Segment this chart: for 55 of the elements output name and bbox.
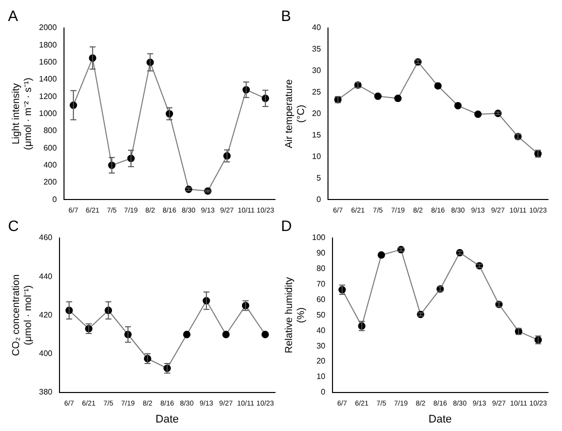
- chart-title: D: [281, 218, 292, 236]
- y-tick-label: 25: [312, 88, 322, 97]
- y-axis-title: Light intensity (μmol · m⁻² · s⁻¹): [10, 78, 34, 150]
- y-tick-label: 30: [316, 341, 326, 350]
- y-tick-label: 10: [316, 372, 326, 382]
- y-axis-title: CO₂ concentration (μmol · mol⁻¹): [10, 274, 34, 356]
- y-tick-label: 5: [316, 173, 322, 182]
- y-tick-label: 1800: [39, 40, 58, 50]
- y-tick-label: 20: [316, 356, 326, 366]
- point: [374, 92, 382, 100]
- y-tick-label: 10: [312, 152, 322, 161]
- y-tick-label: 90: [316, 248, 326, 258]
- y-tick-label: 0: [316, 194, 322, 204]
- y-tick-label: 40: [316, 326, 326, 335]
- y-tick-label: 20: [312, 109, 322, 118]
- y-tick-label: 400: [38, 349, 53, 358]
- x-axis-title: Date: [428, 413, 452, 426]
- y-axis-title: Relative humidity (%): [284, 277, 307, 354]
- y-tick-label: 1200: [39, 92, 58, 101]
- y-tick-label: 70: [316, 280, 326, 289]
- y-tick-label: 460: [38, 233, 53, 242]
- y-tick-label: 600: [43, 143, 58, 152]
- y-tick-label: 400: [43, 160, 58, 170]
- chart-title: C: [8, 218, 19, 236]
- point: [378, 251, 386, 259]
- y-tick-label: 2000: [39, 23, 58, 32]
- point: [394, 94, 402, 102]
- y-tick-label: 1000: [39, 109, 58, 118]
- point: [222, 330, 230, 338]
- point: [434, 82, 442, 90]
- y-tick-label: 800: [43, 126, 58, 136]
- y-tick-label: 440: [38, 272, 53, 281]
- y-tick-label: 380: [38, 388, 53, 397]
- y-tick-label: 100: [312, 233, 326, 242]
- point: [262, 330, 269, 338]
- y-tick-label: 0: [52, 194, 58, 204]
- y-tick-label: 40: [312, 23, 322, 32]
- point: [474, 110, 482, 118]
- y-axis-title: Air temperature (°C): [284, 78, 307, 148]
- y-tick-label: 0: [320, 388, 326, 397]
- y-tick-label: 30: [312, 66, 322, 76]
- y-tick-label: 60: [316, 294, 326, 304]
- point: [454, 102, 462, 110]
- y-tick-label: 420: [38, 310, 53, 320]
- y-tick-label: 200: [43, 178, 58, 187]
- y-tick-label: 15: [312, 130, 322, 140]
- chart-title: B: [281, 8, 292, 26]
- y-tick-label: 50: [316, 310, 326, 320]
- x-axis-title: Date: [156, 413, 179, 426]
- point: [183, 330, 190, 338]
- y-tick-label: 1600: [39, 58, 58, 67]
- y-tick-label: 35: [312, 44, 322, 54]
- y-tick-label: 80: [316, 264, 326, 274]
- y-tick-label: 1400: [39, 74, 58, 84]
- chart-title: A: [8, 8, 18, 26]
